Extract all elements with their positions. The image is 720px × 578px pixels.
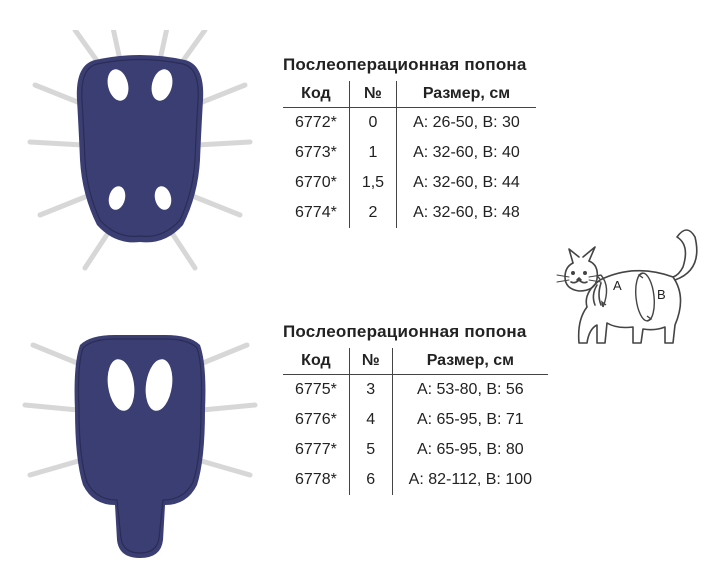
large-blanket-illustration — [15, 310, 265, 570]
col-header: Код — [283, 348, 349, 375]
table-row: 6778* 6 A: 82-112, B: 100 — [283, 465, 548, 495]
small-blanket-illustration — [15, 30, 265, 275]
top-table-block: Послеоперационная попона Код № Размер, с… — [283, 55, 536, 228]
top-section: Послеоперационная попона Код № Размер, с… — [15, 30, 536, 275]
col-header: № — [349, 348, 392, 375]
bottom-table-block: Послеоперационная попона Код № Размер, с… — [283, 322, 548, 495]
table-row: 6776* 4 A: 65-95, B: 71 — [283, 405, 548, 435]
bottom-table-title: Послеоперационная попона — [283, 322, 548, 342]
measure-label-b: B — [657, 287, 666, 302]
col-header: № — [349, 81, 396, 108]
bottom-size-table: Код № Размер, см 6775* 3 A: 53-80, B: 56… — [283, 348, 548, 495]
top-table-title: Послеоперационная попона — [283, 55, 536, 75]
bottom-section: Послеоперационная попона Код № Размер, с… — [15, 310, 548, 570]
col-header: Размер, см — [392, 348, 548, 375]
top-size-table: Код № Размер, см 6772* 0 A: 26-50, B: 30… — [283, 81, 536, 228]
table-row: 6774* 2 A: 32-60, B: 48 — [283, 198, 536, 228]
table-row: 6777* 5 A: 65-95, B: 80 — [283, 435, 548, 465]
table-row: 6770* 1,5 A: 32-60, B: 44 — [283, 168, 536, 198]
measure-label-a: A — [613, 278, 622, 293]
table-row: 6772* 0 A: 26-50, B: 30 — [283, 108, 536, 139]
cat-measurement-diagram: A B — [555, 225, 705, 355]
col-header: Код — [283, 81, 349, 108]
table-row: 6775* 3 A: 53-80, B: 56 — [283, 375, 548, 406]
col-header: Размер, см — [397, 81, 536, 108]
table-row: 6773* 1 A: 32-60, B: 40 — [283, 138, 536, 168]
